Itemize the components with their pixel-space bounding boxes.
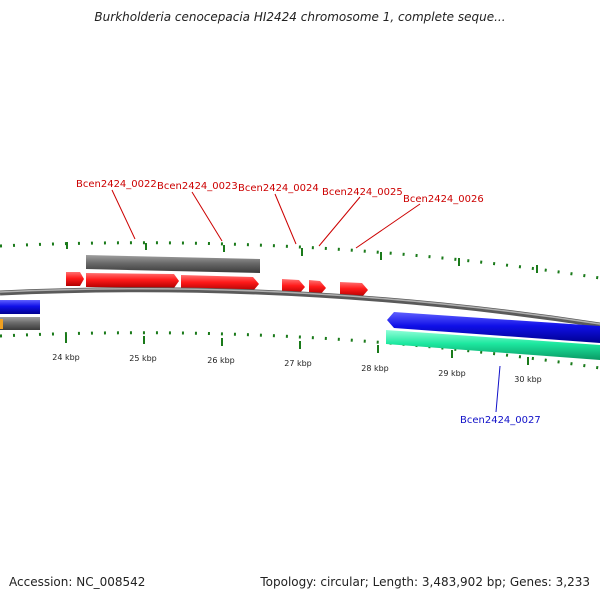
leader-line: [274, 193, 297, 245]
ruler-labels: 24 kbp 25 kbp 26 kbp 27 kbp 28 kbp 29 kb…: [52, 353, 542, 384]
forward-cds-track: [66, 272, 368, 297]
leader-line: [111, 189, 136, 240]
genome-backbone: [0, 287, 600, 328]
cds-arrow-reverse[interactable]: [387, 312, 600, 343]
leader-line: [318, 196, 361, 247]
gene-leader-lines: [111, 189, 501, 413]
forward-gene-bar[interactable]: [86, 255, 260, 273]
gene-label[interactable]: Bcen2424_0022: [76, 179, 157, 190]
cds-arrow-forward[interactable]: [86, 273, 179, 288]
misc-feature-orange[interactable]: [0, 319, 3, 329]
inner-tick-dots: [0, 331, 600, 370]
reverse-rna-bar[interactable]: [386, 330, 600, 360]
leader-line: [495, 365, 501, 413]
accession-label: Accession: NC_008542: [9, 575, 146, 589]
tick-label: 24 kbp: [52, 353, 80, 362]
gene-labels: Bcen2424_0022 Bcen2424_0023 Bcen2424_002…: [76, 179, 541, 426]
tick-label: 25 kbp: [129, 354, 157, 363]
map-title: Burkholderia cenocepacia HI2424 chromoso…: [94, 10, 506, 24]
topology-summary: Topology: circular; Length: 3,483,902 bp…: [260, 575, 590, 589]
tick-label: 26 kbp: [207, 356, 235, 365]
cds-arrow-reverse[interactable]: [0, 300, 40, 314]
cds-arrow-forward[interactable]: [309, 280, 326, 295]
gene-label[interactable]: Bcen2424_0024: [238, 183, 319, 194]
leader-line: [355, 203, 421, 249]
tick-label: 28 kbp: [361, 364, 389, 373]
tick-label: 27 kbp: [284, 359, 312, 368]
outer-tick-dots: [0, 241, 600, 280]
cds-arrow-forward[interactable]: [181, 275, 259, 291]
cds-arrow-forward[interactable]: [340, 282, 368, 297]
inner-tick-ring: [0, 331, 600, 370]
gene-label[interactable]: Bcen2424_0023: [157, 181, 238, 192]
gene-label[interactable]: Bcen2424_0025: [322, 187, 403, 198]
cds-arrow-forward[interactable]: [282, 279, 305, 294]
tick-label: 30 kbp: [514, 375, 542, 384]
cds-arrow-forward[interactable]: [66, 272, 84, 286]
genome-backbone-highlight: [0, 287, 600, 325]
outer-tick-ring: [0, 241, 600, 280]
tick-label: 29 kbp: [438, 369, 466, 378]
reverse-gene-bar[interactable]: [0, 317, 40, 330]
leader-line: [191, 191, 223, 242]
gene-label[interactable]: Bcen2424_0026: [403, 194, 484, 205]
gene-label[interactable]: Bcen2424_0027: [460, 415, 541, 426]
